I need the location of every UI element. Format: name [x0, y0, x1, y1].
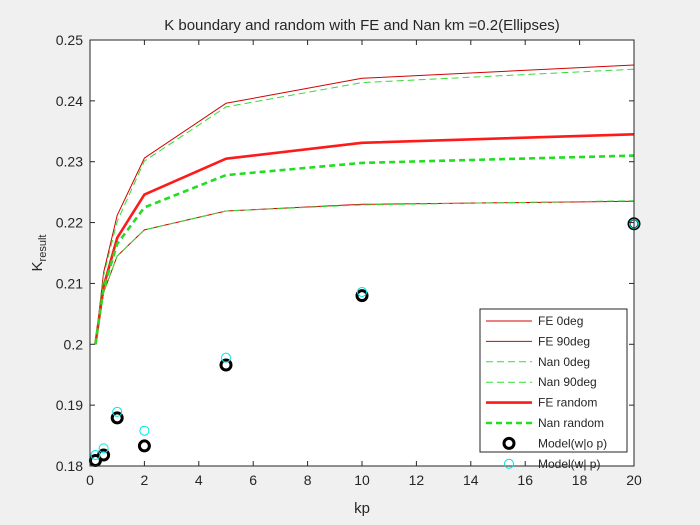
legend-label-nan-0deg: Nan 0deg	[538, 355, 590, 369]
x-tick-label: 20	[626, 472, 642, 488]
x-tick-label: 6	[249, 472, 257, 488]
marker-model-w-o-p	[355, 289, 369, 303]
marker-model-w-p	[90, 450, 101, 461]
legend: FE 0deg FE 90deg Nan 0deg Nan 90deg FE rando…	[479, 308, 628, 471]
marker-model-w-o-p	[219, 358, 233, 372]
x-tick-labels: 0 2 4 6 8 10 12 14 16 18 20	[86, 472, 642, 488]
y-tick-label: 0.22	[56, 215, 83, 231]
marker-model-w-p	[139, 425, 150, 436]
y-tick-label: 0.21	[56, 275, 83, 291]
y-tick-label: 0.18	[56, 458, 83, 474]
x-tick-label: 0	[86, 472, 94, 488]
legend-label-nan-random: Nan random	[538, 416, 604, 430]
marker-model-w-o-p	[110, 411, 124, 425]
y-axis-label-group: Kresult	[29, 235, 49, 272]
x-tick-label: 10	[354, 472, 370, 488]
legend-label-fe-0deg: FE 0deg	[538, 314, 583, 328]
y-tick-label: 0.24	[56, 93, 83, 109]
x-tick-label: 12	[409, 472, 425, 488]
x-tick-label: 16	[517, 472, 533, 488]
series-line-fe-random	[94, 133, 635, 345]
y-axis-label-main: K	[29, 261, 46, 271]
series-markers	[88, 217, 641, 468]
y-axis-label-sub: result	[37, 235, 49, 262]
marker-model-w-p	[112, 406, 123, 417]
series-lines	[94, 64, 635, 345]
legend-label-fe-random: FE random	[538, 396, 597, 410]
marker-model-w-p	[221, 352, 231, 363]
x-tick-label: 18	[572, 472, 588, 488]
legend-label-nan-90deg: Nan 90deg	[538, 375, 597, 389]
legend-label-model-w-o-p: Model(w|o p)	[538, 436, 607, 450]
legend-box	[479, 308, 628, 453]
y-tick-label: 0.23	[56, 154, 83, 170]
legend-swatch-model-w-p	[504, 458, 514, 469]
y-axis-label: Kresult	[29, 235, 49, 272]
chart-title: K boundary and random with FE and Nan km…	[164, 17, 560, 34]
marker-model-w-o-p	[137, 439, 151, 453]
series-line-fe-90deg	[94, 64, 635, 345]
y-tick-label: 0.2	[64, 336, 84, 352]
x-tick-label: 4	[195, 472, 203, 488]
x-axis-label: kp	[354, 500, 370, 517]
axes	[89, 39, 635, 467]
legend-swatch-model-w-o-p	[502, 436, 516, 450]
x-tick-label: 8	[304, 472, 312, 488]
y-tick-label: 0.19	[56, 397, 83, 413]
series-line-nan-random	[94, 154, 635, 345]
x-tick-label: 14	[463, 472, 479, 488]
legend-label-fe-90deg: FE 90deg	[538, 334, 590, 348]
series-line-nan-90deg	[94, 68, 635, 345]
marker-model-w-o-p	[97, 448, 111, 462]
marker-model-w-p	[98, 443, 109, 454]
y-tick-label: 0.25	[56, 32, 83, 48]
legend-label-model-w-p: Model(w| p)	[538, 457, 600, 471]
y-tick-labels: 0.18 0.19 0.2 0.21 0.22 0.23 0.24 0.25	[56, 32, 83, 474]
x-tick-label: 2	[141, 472, 149, 488]
marker-model-w-p	[357, 286, 367, 297]
